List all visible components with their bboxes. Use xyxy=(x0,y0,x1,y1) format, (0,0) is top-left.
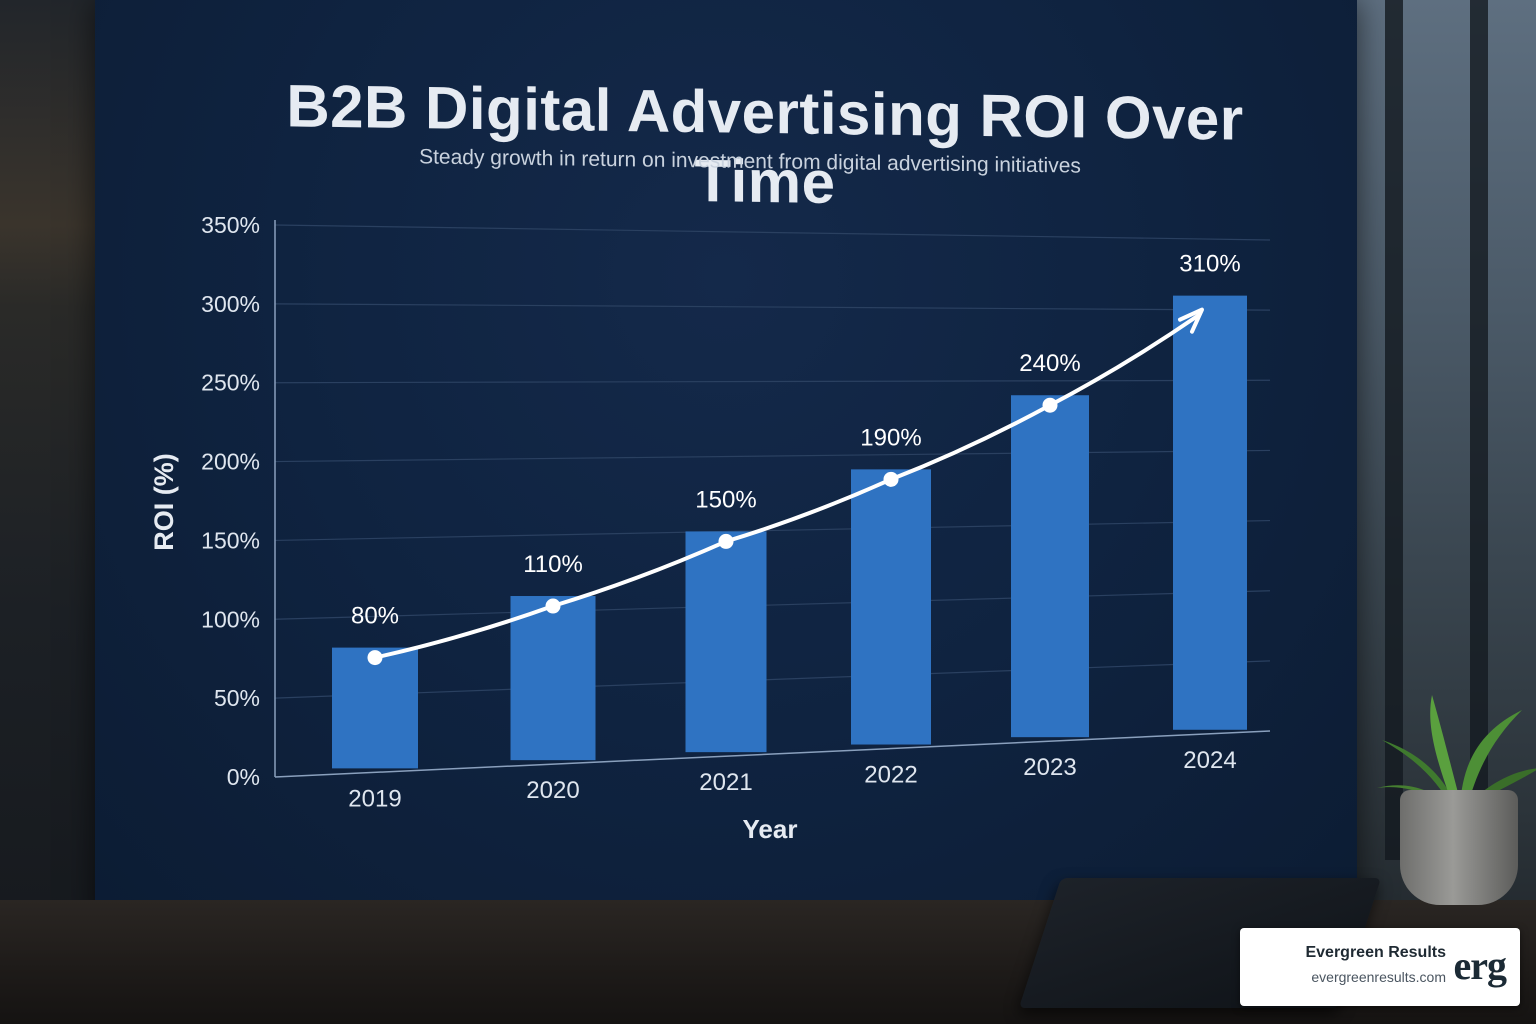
y-tick-label: 200% xyxy=(201,449,260,475)
gridline xyxy=(274,590,1271,620)
y-tick-label: 0% xyxy=(227,764,260,790)
x-tick-label: 2023 xyxy=(1023,754,1076,781)
trend-line xyxy=(373,313,1200,660)
office-background-left xyxy=(0,0,110,1024)
x-tick-label: 2024 xyxy=(1183,747,1236,774)
bar xyxy=(510,596,596,761)
bar xyxy=(1011,395,1089,738)
trend-point xyxy=(1042,397,1058,413)
window-frame xyxy=(1385,0,1403,860)
gridline xyxy=(274,224,1271,241)
trend-arrowhead-icon xyxy=(1178,307,1204,334)
gridline xyxy=(274,449,1271,463)
gridline xyxy=(274,379,1271,384)
data-label: 80% xyxy=(351,603,399,630)
display-screen xyxy=(95,0,1357,925)
y-tick-label: 350% xyxy=(201,212,260,238)
bar xyxy=(685,531,767,753)
bar xyxy=(332,647,418,769)
brand-logo-mark: erg xyxy=(1453,943,1507,988)
y-tick-label: 150% xyxy=(201,527,260,553)
gridline xyxy=(274,660,1271,699)
y-tick-label: 50% xyxy=(214,685,260,711)
y-tick-label: 100% xyxy=(201,606,260,632)
plant-pot xyxy=(1400,790,1518,905)
window-frame xyxy=(1470,0,1488,860)
x-tick-label: 2022 xyxy=(864,762,917,789)
trend-point xyxy=(545,598,561,614)
brand-name: Evergreen Results xyxy=(1305,944,1446,961)
trend-point xyxy=(367,650,383,666)
data-label: 190% xyxy=(860,424,921,451)
brand-url: evergreenresults.com xyxy=(1311,969,1446,985)
trend-point xyxy=(883,471,899,487)
y-tick-label: 250% xyxy=(201,370,260,396)
x-tick-label: 2019 xyxy=(348,785,401,812)
data-label: 110% xyxy=(523,551,583,578)
y-tick-label: 300% xyxy=(201,291,260,317)
y-axis-title: ROI (%) xyxy=(149,453,179,551)
data-label: 240% xyxy=(1019,350,1080,377)
x-tick-label: 2021 xyxy=(699,769,752,796)
x-tick-label: 2020 xyxy=(526,777,579,804)
x-axis-line xyxy=(274,730,1271,778)
bar xyxy=(851,469,931,745)
bar xyxy=(1173,295,1247,730)
brand-logo-card: Evergreen Results evergreenresults.com e… xyxy=(1240,928,1520,1006)
x-axis-title: Year xyxy=(743,814,798,844)
gridline xyxy=(274,303,1271,311)
gridline xyxy=(274,519,1271,542)
data-label: 310% xyxy=(1179,251,1240,278)
trend-point xyxy=(718,533,734,549)
data-label: 150% xyxy=(695,486,756,513)
